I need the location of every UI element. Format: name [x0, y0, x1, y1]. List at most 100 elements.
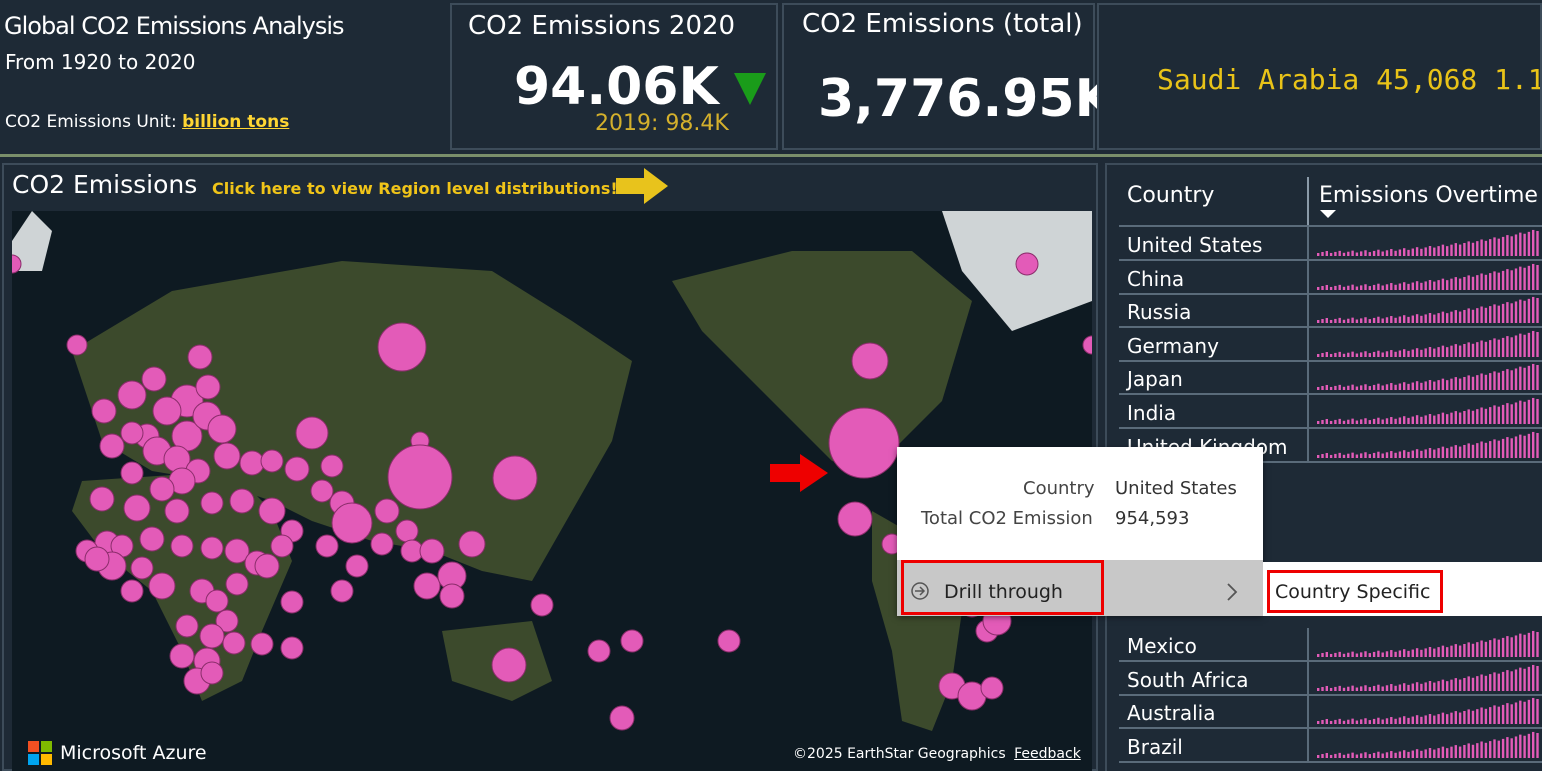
country-bubble[interactable] [370, 532, 394, 556]
country-bubble[interactable] [239, 450, 265, 476]
sparkline-bar [1364, 250, 1367, 256]
country-bubble[interactable] [345, 554, 369, 578]
country-bubble[interactable] [828, 407, 900, 479]
country-bubble[interactable] [374, 498, 400, 524]
sparkline-bar [1467, 442, 1470, 458]
country-bubble[interactable] [1082, 335, 1092, 355]
country-bubble[interactable] [170, 534, 194, 558]
country-bubble[interactable] [149, 476, 175, 502]
country-bubble[interactable] [66, 334, 88, 356]
country-bubble[interactable] [587, 639, 611, 663]
country-bubble[interactable] [395, 519, 419, 543]
country-bubble[interactable] [270, 534, 294, 558]
sparkline-bar [1523, 435, 1526, 458]
country-bubble[interactable] [419, 538, 445, 564]
country-bubble[interactable] [280, 590, 304, 614]
feedback-link[interactable]: Feedback [1014, 746, 1081, 762]
sparkline-bar [1317, 454, 1320, 458]
table-row-country[interactable]: Russia [1127, 300, 1192, 325]
country-bubble[interactable] [117, 380, 147, 410]
country-bubble[interactable] [980, 676, 1004, 700]
country-bubble[interactable] [187, 344, 213, 370]
sparkline-bar [1381, 652, 1384, 657]
country-bubble[interactable] [387, 444, 453, 510]
country-bubble[interactable] [717, 629, 741, 653]
country-bubble[interactable] [207, 414, 237, 444]
unit-link[interactable]: billion tons [182, 112, 290, 132]
country-bubble[interactable] [215, 609, 239, 633]
country-bubble[interactable] [491, 647, 527, 683]
country-bubble[interactable] [120, 461, 144, 485]
country-bubble[interactable] [851, 342, 889, 380]
country-bubble[interactable] [84, 546, 110, 572]
country-bubble[interactable] [492, 455, 538, 501]
country-bubble[interactable] [439, 583, 465, 609]
country-bubble[interactable] [200, 661, 224, 685]
sparkline-bar [1437, 346, 1440, 357]
country-bubble[interactable] [148, 572, 176, 600]
sort-desc-icon[interactable] [1319, 209, 1337, 219]
country-bubble[interactable] [295, 416, 329, 450]
country-bubble[interactable] [225, 572, 249, 596]
drill-through-menu-item[interactable]: Drill through [897, 560, 1263, 616]
country-bubble[interactable] [1015, 252, 1039, 276]
table-row-country[interactable]: Germany [1127, 333, 1219, 358]
arrow-right-icon[interactable] [614, 166, 670, 206]
table-row-country[interactable]: Mexico [1127, 634, 1197, 658]
country-bubble[interactable] [413, 572, 441, 600]
table-row-country[interactable]: Australia [1127, 701, 1216, 726]
country-bubble[interactable] [169, 643, 195, 669]
country-bubble[interactable] [315, 534, 339, 558]
table-row-country[interactable]: Japan [1127, 367, 1183, 392]
sparkline-bar [1321, 652, 1324, 657]
sparkline-bar [1390, 316, 1393, 324]
country-bubble[interactable] [284, 456, 310, 482]
country-bubble[interactable] [99, 433, 125, 459]
country-bubble[interactable] [89, 486, 115, 512]
country-bubble[interactable] [229, 488, 255, 514]
table-row-country[interactable]: Brazil [1127, 734, 1183, 759]
country-bubble[interactable] [152, 396, 182, 426]
country-bubble[interactable] [837, 501, 873, 537]
table-row-country[interactable]: South Africa [1127, 667, 1249, 692]
country-bubble[interactable] [620, 629, 644, 653]
country-bubble[interactable] [260, 449, 284, 473]
col-header-country[interactable]: Country [1127, 183, 1215, 208]
submenu-country-specific[interactable]: Country Specific [1275, 581, 1431, 603]
country-bubble[interactable] [222, 631, 246, 655]
country-bubble[interactable] [254, 553, 280, 579]
country-bubble[interactable] [331, 502, 373, 544]
country-bubble[interactable] [91, 398, 117, 424]
country-bubble[interactable] [377, 322, 427, 372]
country-bubble[interactable] [200, 491, 224, 515]
country-bubble[interactable] [258, 497, 286, 525]
country-bubble[interactable] [141, 366, 167, 392]
table-row-country[interactable]: United States [1127, 233, 1263, 257]
country-bubble[interactable] [530, 593, 554, 617]
country-bubble[interactable] [139, 526, 165, 552]
country-bubble[interactable] [609, 705, 635, 731]
country-bubble[interactable] [320, 454, 344, 478]
country-bubble[interactable] [130, 556, 154, 580]
country-bubble[interactable] [12, 254, 22, 274]
table-row-country[interactable]: China [1127, 266, 1185, 291]
country-bubble[interactable] [205, 589, 229, 613]
country-bubble[interactable] [458, 530, 486, 558]
country-bubble[interactable] [250, 632, 274, 656]
country-bubble[interactable] [213, 442, 241, 470]
country-bubble[interactable] [120, 579, 144, 603]
country-bubble[interactable] [199, 623, 225, 649]
country-bubble[interactable] [123, 494, 151, 522]
country-bubble[interactable] [175, 614, 199, 638]
country-bubble[interactable] [120, 421, 144, 445]
table-row-country[interactable]: India [1127, 401, 1177, 425]
country-bubble[interactable] [310, 479, 334, 503]
col-header-emissions[interactable]: Emissions Overtime [1319, 183, 1538, 208]
region-link[interactable]: Click here to view Region level distribu… [212, 179, 618, 198]
country-bubble[interactable] [200, 536, 224, 560]
country-bubble[interactable] [195, 374, 221, 400]
country-bubble[interactable] [224, 538, 250, 564]
country-bubble[interactable] [330, 579, 354, 603]
country-bubble[interactable] [164, 498, 190, 524]
country-bubble[interactable] [280, 636, 304, 660]
